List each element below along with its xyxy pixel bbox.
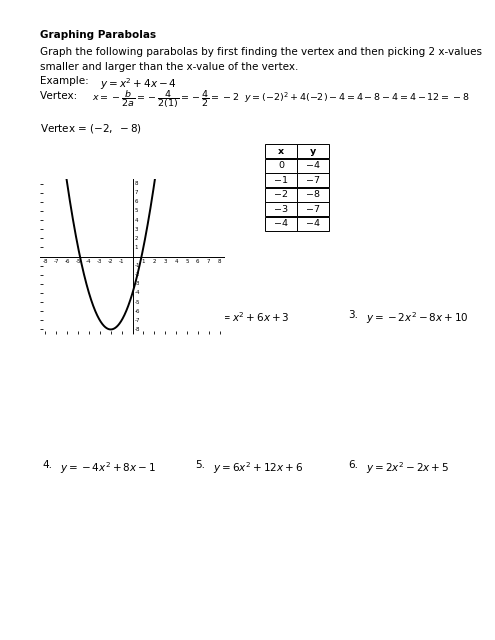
Bar xyxy=(265,173,297,188)
Text: Vertex:: Vertex: xyxy=(40,91,84,101)
Bar xyxy=(297,173,329,188)
Bar xyxy=(265,188,297,202)
Text: -5: -5 xyxy=(135,300,140,305)
Text: −4: −4 xyxy=(306,220,320,228)
Text: 5: 5 xyxy=(185,259,189,264)
Text: 8: 8 xyxy=(218,259,221,264)
Text: 4: 4 xyxy=(135,218,138,223)
Text: 2: 2 xyxy=(152,259,156,264)
Text: $y = -2x^2 - 8x + 10$: $y = -2x^2 - 8x + 10$ xyxy=(366,310,469,326)
Bar xyxy=(265,159,297,173)
Text: -1: -1 xyxy=(135,263,140,268)
Text: 8: 8 xyxy=(135,181,138,186)
Text: 5: 5 xyxy=(135,209,138,213)
Bar xyxy=(297,202,329,216)
Text: 3: 3 xyxy=(135,227,138,232)
Bar xyxy=(297,188,329,202)
Text: −7: −7 xyxy=(306,205,320,214)
Text: $y = -4x^2 + 8x - 1$: $y = -4x^2 + 8x - 1$ xyxy=(60,460,156,476)
Text: $x = -\dfrac{b}{2a} = -\dfrac{4}{2(1)} = -\dfrac{4}{2} = -2$$\ \ y = (-2)^2 + 4(: $x = -\dfrac{b}{2a} = -\dfrac{4}{2(1)} =… xyxy=(92,88,470,110)
Text: -4: -4 xyxy=(135,291,140,296)
Bar xyxy=(297,159,329,173)
Text: -7: -7 xyxy=(135,318,140,323)
Text: smaller and larger than the x-value of the vertex.: smaller and larger than the x-value of t… xyxy=(40,62,298,72)
Text: -5: -5 xyxy=(75,259,81,264)
Text: Graph the following parabolas by first finding the vertex and then picking 2 x-v: Graph the following parabolas by first f… xyxy=(40,47,482,57)
Text: -1: -1 xyxy=(119,259,124,264)
Text: Vertex = $(-2,\ -8)$: Vertex = $(-2,\ -8)$ xyxy=(40,122,142,135)
Text: -3: -3 xyxy=(135,282,140,286)
Text: 6: 6 xyxy=(135,199,138,204)
Text: −4: −4 xyxy=(306,161,320,170)
Text: -2: -2 xyxy=(135,272,140,277)
Bar xyxy=(297,216,329,231)
Text: -7: -7 xyxy=(53,259,59,264)
Bar xyxy=(265,144,297,159)
Text: -8: -8 xyxy=(43,259,48,264)
Text: 3: 3 xyxy=(163,259,167,264)
Bar xyxy=(265,202,297,216)
Text: −4: −4 xyxy=(274,220,288,228)
Text: 1: 1 xyxy=(142,259,145,264)
Text: 4: 4 xyxy=(174,259,178,264)
Text: -8: -8 xyxy=(135,327,140,332)
Text: −8: −8 xyxy=(306,190,320,199)
Bar xyxy=(265,216,297,231)
Text: -6: -6 xyxy=(135,308,140,314)
Text: 1.: 1. xyxy=(42,310,52,320)
Text: 2.: 2. xyxy=(195,310,205,320)
Text: −7: −7 xyxy=(306,176,320,185)
Text: $y = 2x^2 - 2x + 5$: $y = 2x^2 - 2x + 5$ xyxy=(366,460,449,476)
Text: -4: -4 xyxy=(86,259,92,264)
Bar xyxy=(297,144,329,159)
Text: 2: 2 xyxy=(135,236,138,241)
Text: 0: 0 xyxy=(278,161,284,170)
Text: $y = 6x^2 + 12x + 6$: $y = 6x^2 + 12x + 6$ xyxy=(213,460,303,476)
Text: 6.: 6. xyxy=(348,460,358,470)
Text: 3.: 3. xyxy=(348,310,358,320)
Text: 4.: 4. xyxy=(42,460,52,470)
Text: 5.: 5. xyxy=(195,460,205,470)
Text: -6: -6 xyxy=(64,259,70,264)
Text: Graphing Parabolas: Graphing Parabolas xyxy=(40,30,156,40)
Text: -2: -2 xyxy=(108,259,113,264)
Text: $y = x^2 + 4x - 4$: $y = x^2 + 4x - 4$ xyxy=(100,76,177,92)
Text: x: x xyxy=(278,147,284,156)
Text: -3: -3 xyxy=(97,259,102,264)
Text: 7: 7 xyxy=(135,190,138,195)
Text: $y = 3x^2 - 24x - 7$: $y = 3x^2 - 24x - 7$ xyxy=(60,310,150,326)
Text: 1: 1 xyxy=(135,245,138,250)
Text: 6: 6 xyxy=(196,259,199,264)
Text: −2: −2 xyxy=(274,190,288,199)
Text: y: y xyxy=(310,147,316,156)
Text: −3: −3 xyxy=(274,205,288,214)
Text: 7: 7 xyxy=(207,259,210,264)
Text: −1: −1 xyxy=(274,176,288,185)
Text: $y = x^2 + 6x + 3$: $y = x^2 + 6x + 3$ xyxy=(213,310,290,326)
Text: Example:: Example: xyxy=(40,76,92,86)
